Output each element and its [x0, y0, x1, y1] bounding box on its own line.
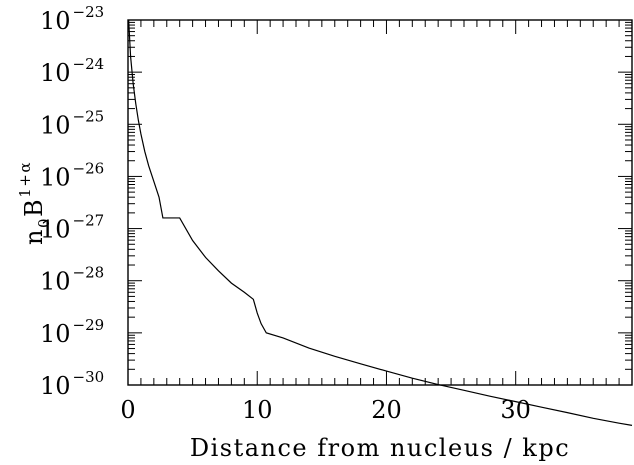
y-tick-label: 10 −25 — [40, 107, 104, 139]
x-tick-label: 10 — [242, 396, 273, 424]
plot-frame — [127, 19, 633, 386]
y-tick-label: 10 −26 — [40, 159, 104, 191]
x-axis-label: Distance from nucleus / kpc — [190, 434, 570, 462]
y-tick-label: 10 −29 — [40, 316, 104, 348]
tick-labels: 0 10 20 30 10−23 10−24 10−25 10−26 10−27 10 −28 10−… — [40, 3, 531, 424]
y-tick-label: 10 −24 — [40, 55, 104, 87]
x-tick-label: 0 — [120, 396, 135, 424]
x-tick-label: 30 — [500, 396, 531, 424]
y-tick-label: 10 −27 — [40, 212, 104, 244]
y-tick-label: 10 −28 — [40, 264, 104, 296]
y-tick-label: 10 −23 — [40, 3, 104, 35]
y-axis-label: n0B1+α — [16, 161, 53, 245]
axis-ticks — [127, 19, 633, 386]
data-series-line — [128, 19, 633, 426]
x-tick-label: 20 — [371, 396, 402, 424]
y-tick-label: 10 −30 — [40, 368, 104, 400]
